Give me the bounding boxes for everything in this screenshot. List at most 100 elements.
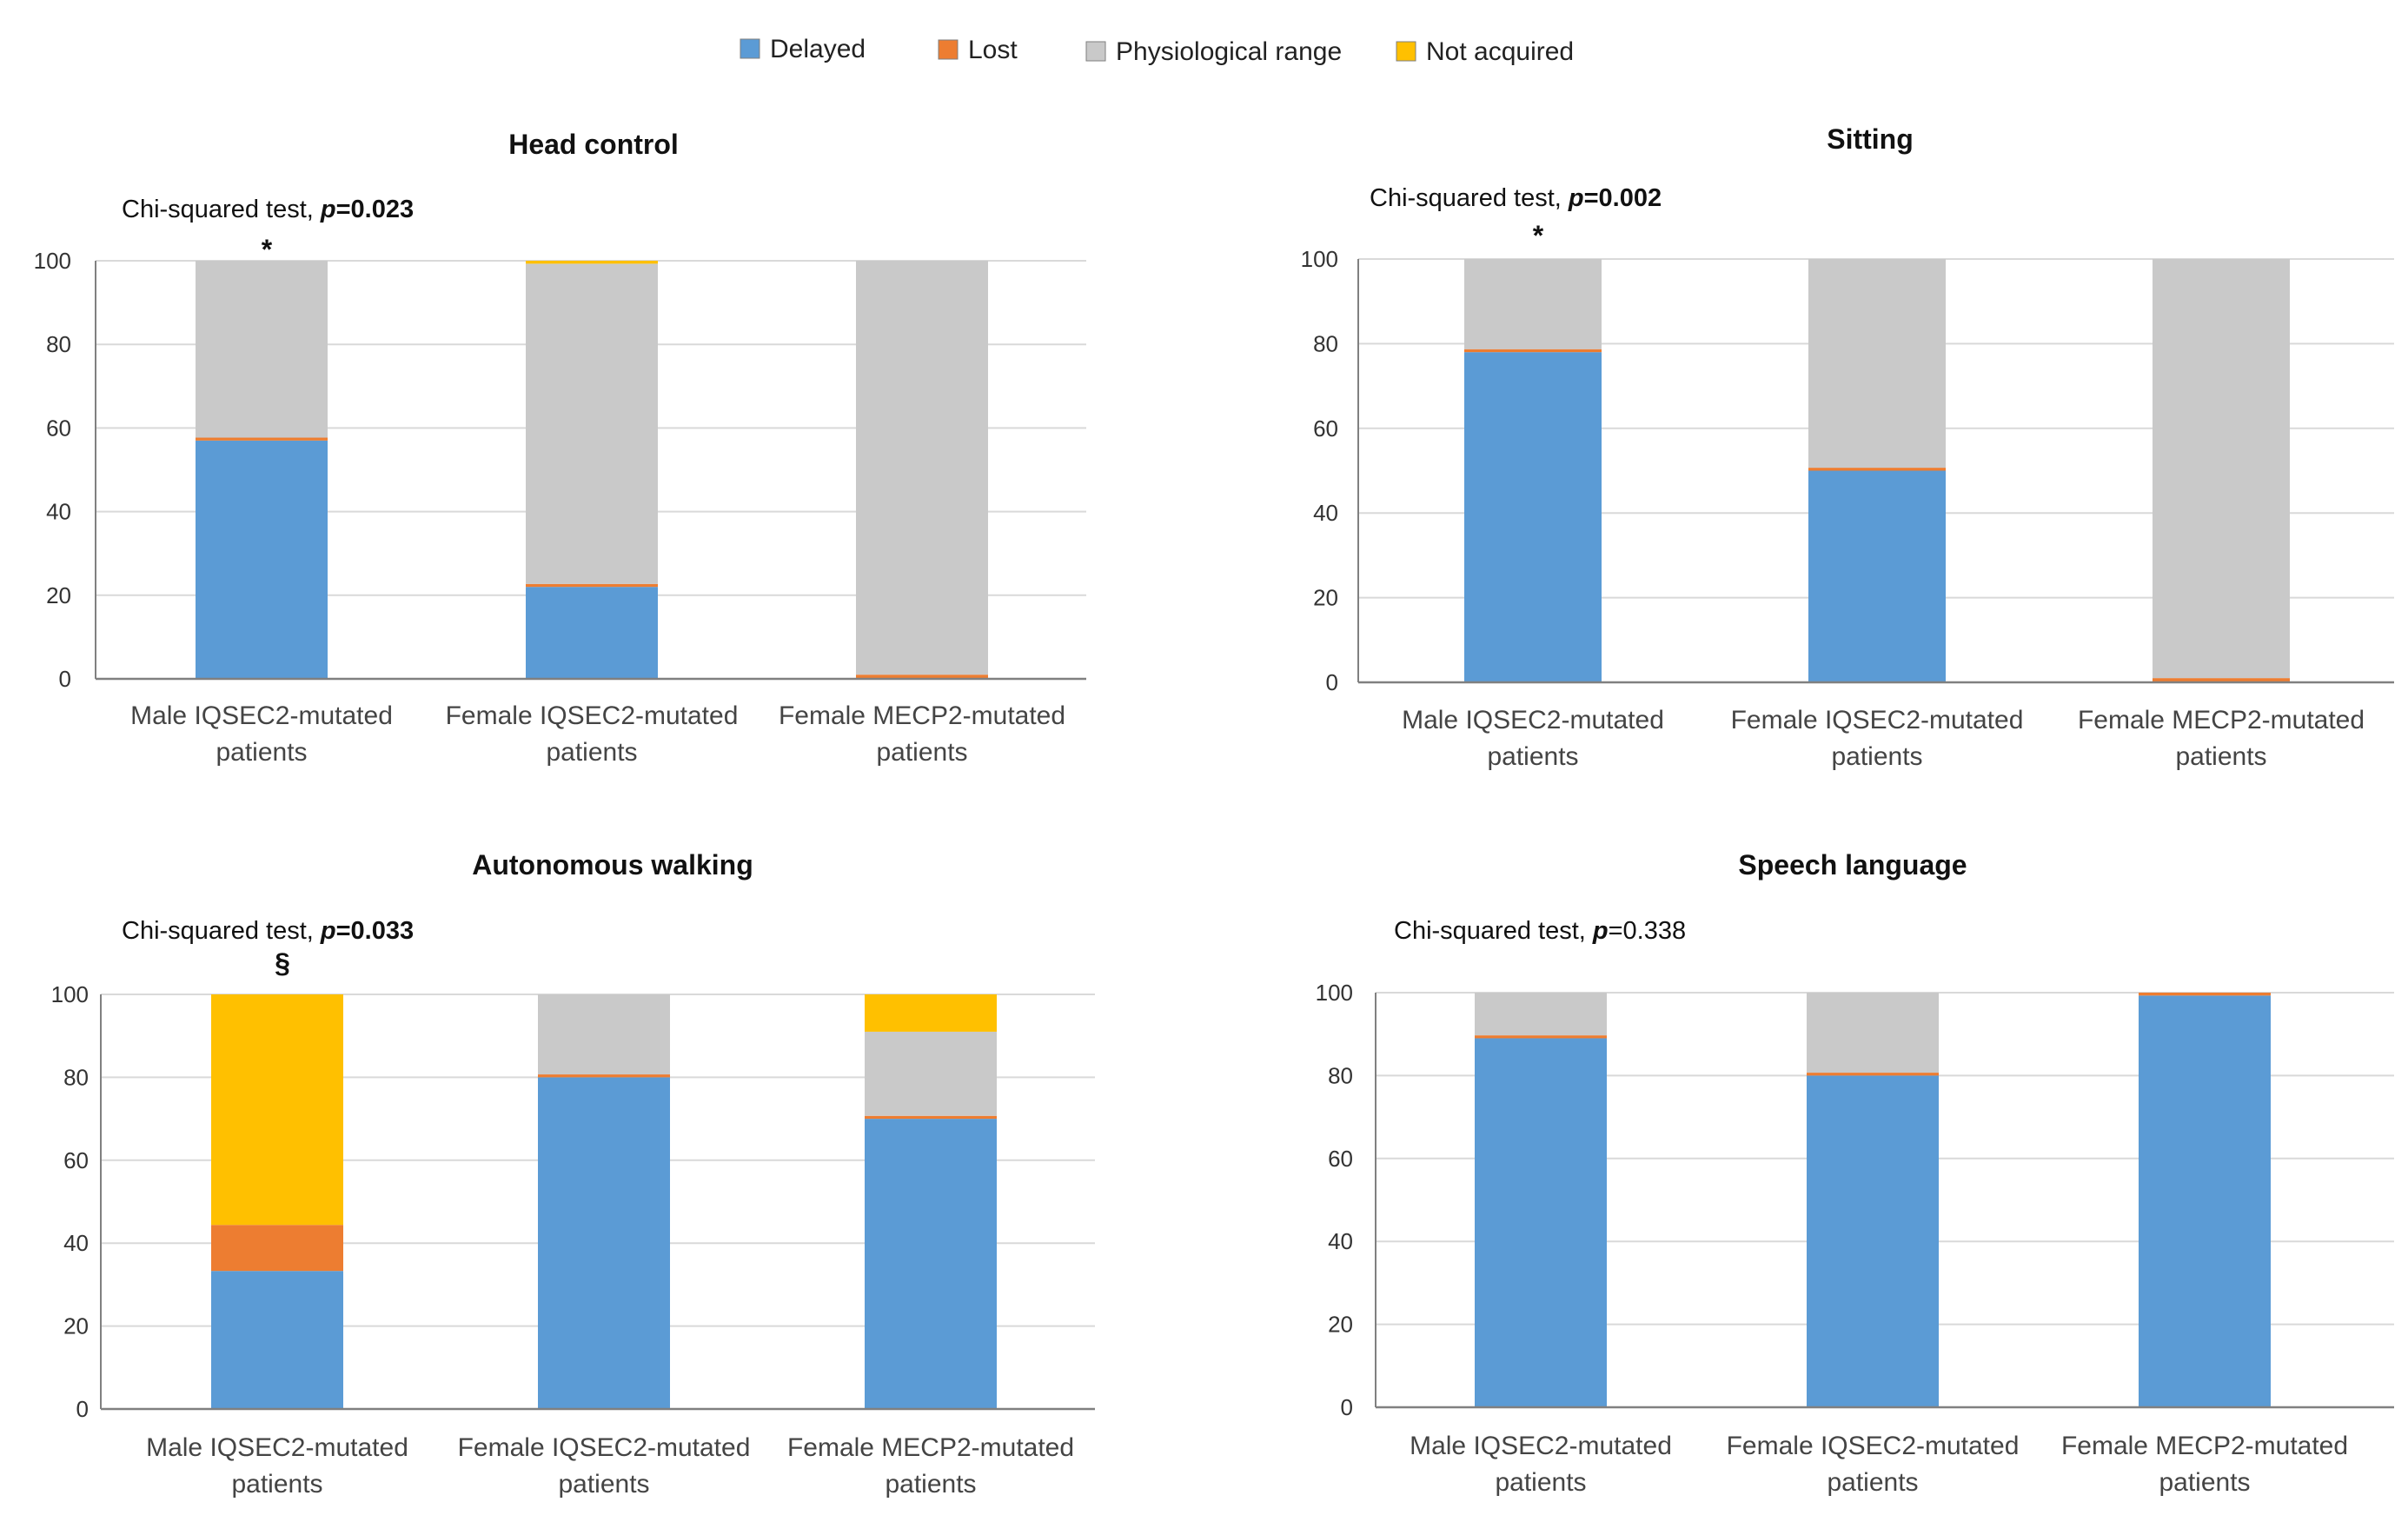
x-tick-label: patients [2159,1468,2250,1497]
bar-segment [2153,259,2290,679]
y-tick-label: 100 [1301,246,1338,272]
bar-segment [865,1031,997,1116]
chart-panel: Sitting Chi-squared test, p=0.002 0 20 40 60 8… [1301,123,2394,771]
x-tick-label: Female IQSEC2-mutated [1727,1432,2020,1460]
y-tick-label: 0 [1326,669,1338,695]
bar-segment [526,583,658,588]
bar-segment [1475,1038,1607,1407]
bar-segment [2139,993,2271,996]
significance-marker: * [1533,220,1544,251]
bar-segment [865,1115,997,1120]
legend-item: Delayed [740,35,866,63]
legend-swatch [938,39,959,60]
x-tick-label: patients [876,738,967,767]
annotation-p-value: =0.023 [336,196,415,223]
bar-segment [856,675,988,679]
bar-segment [538,1077,670,1409]
legend-swatch [1396,41,1416,62]
bar-segment [1464,352,1602,682]
annotation-prefix: Chi-squared test, [1370,184,1569,212]
chi-squared-annotation: Chi-squared test, p=0.002 [1370,184,1662,212]
legend-label: Lost [968,36,1018,64]
x-tick-label: patients [1487,742,1578,771]
y-tick-label: 60 [1328,1146,1353,1172]
chi-squared-annotation: Chi-squared test, p=0.338 [1394,917,1686,945]
x-tick-label: patients [1495,1468,1586,1497]
y-tick-label: 0 [76,1396,89,1422]
x-tick-label: patients [885,1470,976,1499]
bar-segment [865,1119,997,1409]
annotation-p-label: p [1592,917,1609,945]
bar-segment [1464,349,1602,353]
annotation-p-value: =0.033 [336,917,415,945]
annotation-p-label: p [320,917,336,945]
y-tick-label: 60 [46,415,71,441]
bar-segment [196,440,328,679]
y-tick-label: 40 [1328,1228,1353,1254]
y-tick-label: 100 [1316,980,1353,1006]
bar-segment [1464,259,1602,349]
legend-label: Physiological range [1116,37,1342,66]
x-tick-label: Female IQSEC2-mutated [458,1433,751,1462]
y-tick-label: 20 [46,582,71,608]
bar-segment [1807,1073,1939,1076]
x-tick-label: patients [231,1470,322,1499]
y-tick-label: 80 [63,1064,89,1090]
y-tick-label: 80 [1313,330,1338,356]
bar-segment [1808,468,1946,471]
y-tick-label: 0 [59,666,71,692]
annotation-prefix: Chi-squared test, [122,917,321,945]
chart-title: Speech language [1738,849,1967,881]
chart-panel: Speech language Chi-squared test, p=0.338… [1316,849,2394,1497]
bar-segment [526,263,658,584]
x-tick-label: patients [546,738,637,767]
x-tick-label: patients [1827,1468,1918,1497]
chi-squared-annotation: Chi-squared test, p=0.033 [122,917,414,945]
y-tick-label: 60 [1313,415,1338,442]
bar-segment [865,994,997,1032]
legend: Delayed Lost Physiological range Not acquir… [740,35,1574,66]
bar-segment [196,437,328,441]
bar-segment [1475,993,1607,1036]
chart-title: Sitting [1827,123,1914,155]
significance-marker: § [275,947,290,979]
x-tick-label: Female MECP2-mutated [779,701,1065,730]
x-tick-label: Female IQSEC2-mutated [446,701,739,730]
legend-item: Not acquired [1396,37,1574,66]
y-tick-label: 40 [1313,500,1338,526]
bar-segment [856,261,988,675]
x-tick-label: Male IQSEC2-mutated [1402,706,1664,734]
x-tick-label: patients [2175,742,2266,771]
legend-swatch [1085,41,1106,62]
y-tick-label: 80 [1328,1062,1353,1088]
chart-title: Autonomous walking [472,849,753,881]
legend-label: Not acquired [1426,37,1574,66]
legend-swatch [740,38,760,59]
x-tick-label: Female MECP2-mutated [2061,1432,2348,1460]
annotation-p-value: =0.338 [1609,917,1687,945]
bar-segment [2139,995,2271,1407]
x-tick-label: Female MECP2-mutated [2078,706,2365,734]
y-tick-label: 80 [46,331,71,357]
chi-squared-annotation: Chi-squared test, p=0.023 [122,196,414,223]
bar-segment [196,261,328,438]
significance-marker: * [262,234,273,265]
bar-segment [538,1074,670,1078]
bar-segment [1475,1035,1607,1039]
bar-segment [1808,470,1946,682]
y-tick-label: 20 [1313,585,1338,611]
x-tick-label: Male IQSEC2-mutated [130,701,393,730]
y-tick-label: 60 [63,1147,89,1173]
y-tick-label: 20 [1328,1312,1353,1338]
chart-panel: Head control Chi-squared test, p=0.023 0 20… [34,129,1086,767]
bar-segment [538,994,670,1075]
bar-segment [211,1271,343,1409]
x-tick-label: patients [558,1470,649,1499]
chart-panel: Autonomous walking Chi-squared test, p=0.… [51,849,1095,1499]
annotation-prefix: Chi-squared test, [1394,917,1593,945]
y-tick-label: 20 [63,1313,89,1339]
y-tick-label: 100 [51,981,89,1007]
legend-label: Delayed [770,35,866,63]
